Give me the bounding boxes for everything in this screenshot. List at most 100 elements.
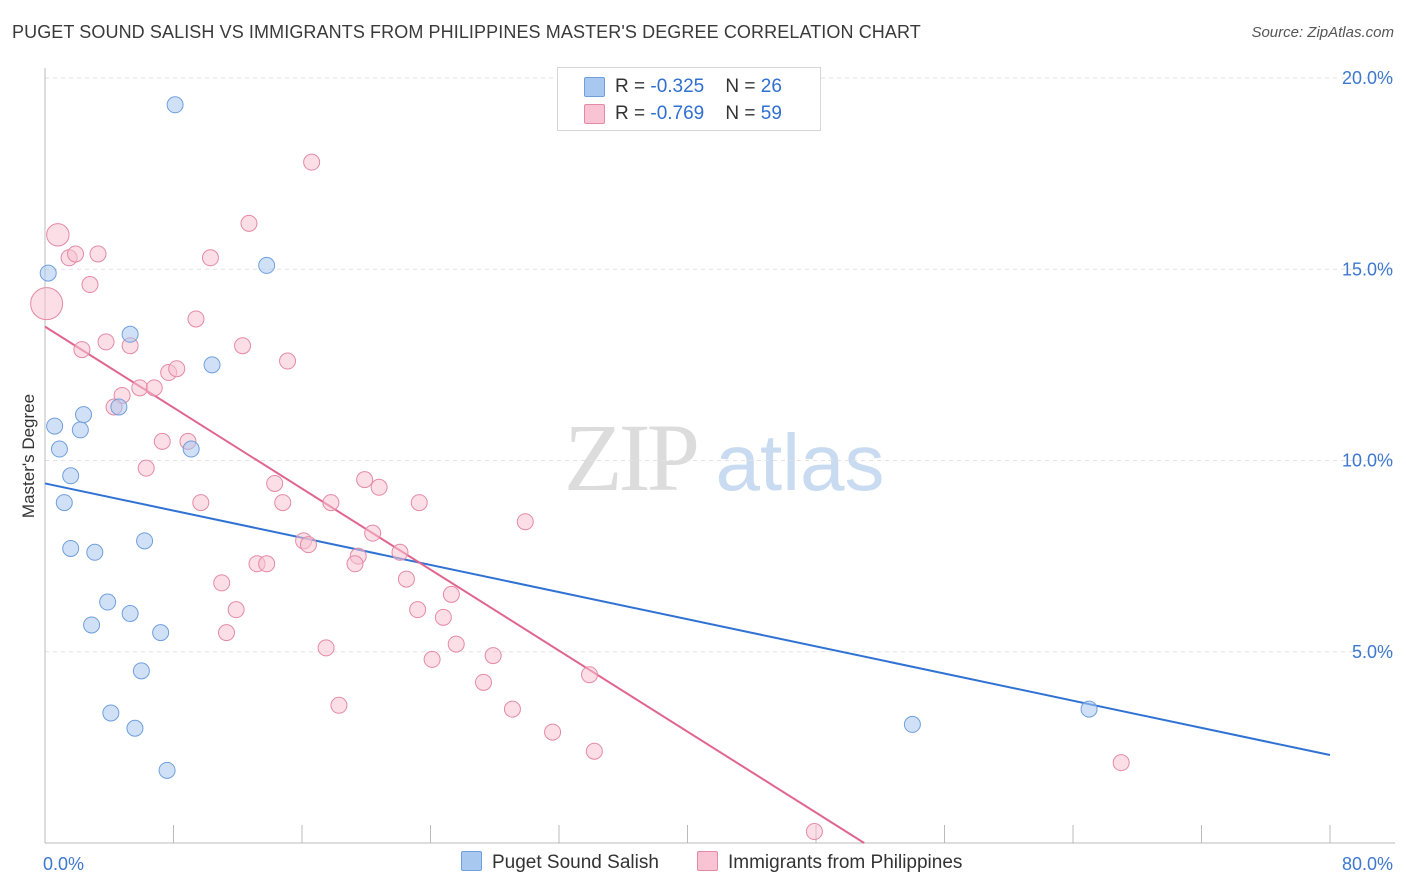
philippines-point bbox=[581, 666, 599, 684]
y-tick-label: 10.0% bbox=[1342, 451, 1393, 471]
philippines-point bbox=[213, 574, 231, 592]
philippines-point bbox=[89, 245, 107, 263]
salish-point bbox=[203, 356, 221, 374]
y-tick-label: 20.0% bbox=[1342, 68, 1393, 88]
salish-point bbox=[121, 325, 139, 343]
philippines-point bbox=[145, 379, 163, 397]
philippines-point bbox=[46, 223, 70, 247]
salish-point bbox=[121, 605, 139, 622]
philippines-point bbox=[434, 608, 452, 626]
salish-point bbox=[166, 96, 184, 114]
salish-point bbox=[158, 761, 176, 779]
philippines-point bbox=[201, 249, 219, 267]
philippines-point bbox=[266, 474, 284, 492]
philippines-point bbox=[475, 673, 493, 691]
salish-point bbox=[50, 440, 68, 458]
salish-point bbox=[136, 532, 154, 550]
philippines-point bbox=[317, 639, 335, 657]
legend-n-value: 26 bbox=[760, 76, 782, 97]
watermark: ZIP atlas bbox=[564, 404, 884, 511]
bottom-legend-label: Puget Sound Salish bbox=[492, 852, 659, 873]
philippines-point bbox=[397, 570, 415, 588]
salish-point bbox=[182, 440, 200, 458]
philippines-point bbox=[442, 585, 460, 603]
y-axis-label: Master's Degree bbox=[19, 393, 38, 519]
philippines-point bbox=[218, 624, 236, 642]
legend-r-value: -0.769 bbox=[650, 103, 705, 124]
source-label: Source: ZipAtlas.com bbox=[1251, 24, 1394, 41]
philippines-point bbox=[447, 635, 465, 653]
philippines-point bbox=[187, 310, 205, 328]
legend-n-label: N = bbox=[725, 76, 761, 97]
philippines-point bbox=[258, 555, 276, 573]
salish-point bbox=[126, 719, 144, 737]
philippines-point bbox=[370, 478, 388, 496]
philippines-point bbox=[97, 333, 115, 351]
salish-point bbox=[62, 467, 80, 485]
philippines-point bbox=[131, 379, 149, 397]
philippines-point bbox=[346, 555, 364, 573]
philippines-point bbox=[192, 494, 210, 512]
salish-point bbox=[258, 256, 276, 274]
salish-point bbox=[86, 543, 104, 561]
philippines-point bbox=[410, 494, 428, 512]
philippines-point bbox=[503, 700, 521, 718]
philippines-point bbox=[240, 214, 258, 232]
philippines-point bbox=[67, 245, 85, 263]
philippines-point bbox=[303, 153, 321, 171]
salish-point bbox=[75, 406, 93, 424]
philippines-point bbox=[137, 459, 155, 477]
salish-point bbox=[132, 662, 150, 680]
salish-point bbox=[55, 494, 73, 512]
y-tick-label: 15.0% bbox=[1342, 259, 1393, 279]
philippines-trend-line bbox=[44, 325, 865, 844]
philippines-point bbox=[484, 647, 502, 665]
legend-swatch-philippines bbox=[584, 104, 605, 124]
philippines-point bbox=[153, 432, 171, 450]
philippines-point bbox=[356, 471, 374, 489]
salish-point bbox=[102, 704, 120, 722]
bottom-legend-label: Immigrants from Philippines bbox=[728, 852, 963, 873]
watermark-zip: ZIP bbox=[564, 404, 697, 511]
philippines-point bbox=[274, 494, 292, 512]
bottom-legend-philippines: Immigrants from Philippines bbox=[697, 851, 962, 874]
philippines-point bbox=[168, 360, 186, 378]
salish-point bbox=[62, 539, 80, 557]
watermark-atlas: atlas bbox=[716, 418, 885, 507]
legend-r-value: -0.325 bbox=[650, 76, 705, 97]
philippines-point bbox=[516, 513, 534, 531]
chart-title: PUGET SOUND SALISH VS IMMIGRANTS FROM PH… bbox=[12, 22, 921, 42]
salish-point bbox=[99, 593, 117, 611]
legend-n-value: 59 bbox=[760, 103, 782, 124]
philippines-point bbox=[585, 742, 603, 760]
salish-point bbox=[46, 417, 64, 435]
salish-point bbox=[1080, 700, 1098, 718]
philippines-point bbox=[1112, 754, 1130, 772]
philippines-point bbox=[805, 823, 823, 841]
salish-trend-line bbox=[44, 482, 1331, 757]
philippines-point bbox=[330, 696, 348, 714]
bottom-legend-swatch-salish bbox=[461, 851, 482, 871]
legend-n-label: N = bbox=[725, 103, 761, 124]
philippines-point bbox=[364, 524, 382, 542]
philippines-point bbox=[544, 723, 562, 741]
philippines-point bbox=[409, 601, 427, 619]
philippines-point bbox=[423, 650, 441, 668]
philippines-point bbox=[391, 543, 409, 561]
bottom-legend-swatch-philippines bbox=[697, 851, 718, 871]
salish-point bbox=[83, 616, 101, 634]
philippines-point bbox=[81, 276, 99, 294]
legend-r-label: R = bbox=[615, 103, 651, 124]
salish-point bbox=[71, 421, 89, 439]
legend-swatch-salish bbox=[584, 77, 605, 97]
philippines-point bbox=[30, 287, 64, 321]
correlation-legend: R = -0.325 N = 26 R = -0.769 N = 59 bbox=[557, 67, 821, 131]
x-tick-label: 0.0% bbox=[43, 854, 84, 874]
salish-point bbox=[110, 398, 128, 416]
legend-r-label: R = bbox=[615, 76, 651, 97]
bottom-legend-salish: Puget Sound Salish bbox=[461, 851, 659, 874]
salish-point bbox=[39, 264, 57, 282]
philippines-point bbox=[299, 536, 317, 554]
philippines-point bbox=[227, 601, 245, 619]
